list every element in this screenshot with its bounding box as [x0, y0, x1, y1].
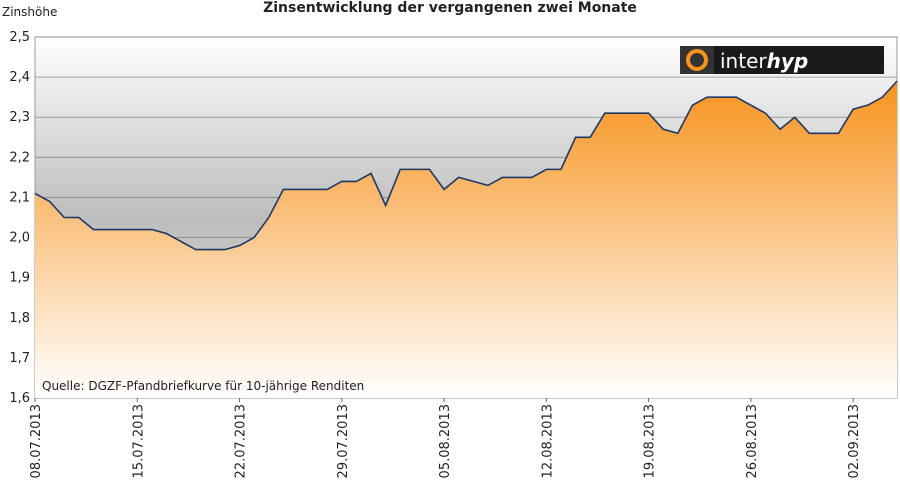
y-tick-label: 2,2 [9, 150, 30, 165]
logo-icon [686, 49, 708, 71]
logo-light: inter [720, 49, 767, 73]
x-tick-label: 22.07.2013 [234, 404, 249, 478]
y-tick-label: 2,4 [9, 70, 30, 85]
y-tick-label: 2,3 [9, 110, 30, 125]
line [34, 80, 898, 251]
y-tick-label: 1,9 [9, 271, 30, 286]
x-tick-label: 08.07.2013 [29, 404, 44, 478]
y-tick-label: 1,8 [9, 311, 30, 326]
logo-bold: hyp [767, 49, 809, 73]
y-tick-label: 1,6 [9, 391, 30, 406]
annotation: Quelle: DGZF-Pfandbriefkurve für 10-jähr… [42, 379, 364, 393]
chart-title: Zinsentwicklung der vergangenen zwei Mon… [263, 0, 637, 16]
logo: interhyp [680, 46, 884, 74]
x-tick-label: 02.09.2013 [847, 404, 862, 478]
y-tick-label: 1,7 [9, 351, 30, 366]
y-tick-label: 2,5 [9, 30, 30, 45]
x-tick-label: 12.08.2013 [540, 404, 555, 478]
x-tick-label: 29.07.2013 [336, 404, 351, 478]
x-tick-label: 19.08.2013 [643, 404, 658, 478]
y-axis-label: Zinshöhe [2, 5, 57, 19]
x-tick-label: 15.07.2013 [131, 404, 146, 478]
x-tick-label: 26.08.2013 [745, 404, 760, 478]
x-tick-label: 05.08.2013 [438, 404, 453, 478]
y-tick-label: 2,0 [9, 231, 30, 246]
logo-text: interhyp [720, 49, 808, 73]
area-fill [35, 81, 897, 398]
y-tick-label: 2,1 [9, 190, 30, 205]
